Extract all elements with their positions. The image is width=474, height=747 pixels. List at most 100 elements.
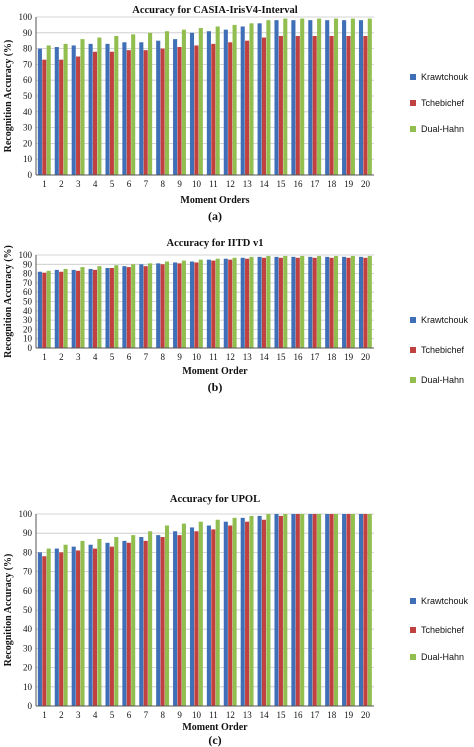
panel-a-bar-dual-hahn-7 — [148, 32, 153, 175]
panel-c-bar-dual-hahn-18 — [333, 514, 339, 706]
panel-b-x-tick-label: 15 — [277, 352, 287, 362]
panel-c-bar-tchebichef-12 — [228, 525, 233, 706]
panel-c-bar-tchebichef-1 — [42, 556, 47, 706]
panel-a-bar-krawtchouk-16 — [291, 20, 296, 175]
panel-b-bar-tchebichef-6 — [126, 267, 131, 348]
panel-b-bar-tchebichef-1 — [42, 272, 47, 348]
panel-b-bar-tchebichef-14 — [261, 257, 267, 348]
panel-a-bar-dual-hahn-12 — [232, 24, 237, 176]
panel-b-bar-tchebichef-7 — [143, 266, 148, 348]
panel-a-legend-swatch-tchebichef — [410, 100, 416, 106]
panel-c-bar-dual-hahn-16 — [300, 514, 305, 706]
panel-b-x-tick-label: 1 — [42, 352, 47, 362]
panel-b-chart: Accuracy for IITD v101020304050607080901… — [3, 238, 469, 394]
panel-a-bar-dual-hahn-15 — [283, 18, 288, 175]
panel-c-bar-krawtchouk-8 — [156, 535, 161, 706]
panel-a-x-tick-label: 6 — [127, 179, 132, 189]
panel-a-x-tick-label: 13 — [243, 179, 253, 189]
panel-a-x-tick-label: 2 — [59, 179, 64, 189]
panel-c-y-tick-label: 90 — [23, 528, 33, 538]
panel-b-y-tick-label: 100 — [19, 250, 33, 260]
panel-c-bar-krawtchouk-6 — [122, 540, 127, 706]
panel-c-bar-krawtchouk-17 — [308, 514, 313, 706]
panel-a-bar-tchebichef-10 — [194, 45, 199, 175]
panel-a-y-tick-label: 60 — [23, 75, 33, 85]
panel-b-x-tick-label: 12 — [226, 352, 235, 362]
panel-c-x-tick-label: 5 — [110, 710, 115, 720]
panel-c-bar-dual-hahn-8 — [164, 525, 170, 706]
panel-b-title: Accuracy for IITD v1 — [167, 238, 264, 249]
panel-a-y-tick-label: 0 — [28, 170, 33, 180]
panel-a-bar-tchebichef-17 — [312, 35, 317, 176]
panel-b-bar-krawtchouk-9 — [173, 262, 178, 348]
panel-c-x-tick-label: 19 — [344, 710, 354, 720]
panel-a-legend: Krawtchouk Tchebichef Dual-Hahn — [410, 72, 469, 134]
panel-b-x-tick-label: 19 — [344, 352, 354, 362]
panel-b-bar-krawtchouk-13 — [240, 257, 245, 348]
panel-a-bar-tchebichef-12 — [228, 42, 233, 175]
panel-c-bar-tchebichef-8 — [160, 537, 165, 706]
panel-c-bar-tchebichef-7 — [143, 540, 148, 706]
panel-c-bar-dual-hahn-15 — [283, 514, 288, 706]
panel-c-bar-dual-hahn-14 — [266, 514, 271, 706]
panel-a-y-axis-title: Recognition Accuracy (%) — [3, 40, 14, 153]
panel-b-bar-tchebichef-4 — [92, 269, 98, 348]
panel-b-bar-tchebichef-11 — [211, 260, 216, 348]
panel-b-bar-krawtchouk-8 — [156, 263, 161, 348]
panel-c-bar-dual-hahn-9 — [181, 523, 186, 706]
panel-c-legend-swatch-tchebichef — [410, 627, 416, 633]
panel-c-bar-krawtchouk-1 — [37, 552, 42, 706]
panel-a-y-tick-label: 40 — [23, 107, 33, 117]
panel-a-x-tick-label: 4 — [93, 179, 98, 189]
panel-c-bar-krawtchouk-18 — [325, 514, 330, 706]
panel-a-bar-tchebichef-8 — [160, 48, 165, 175]
panel-b-bar-krawtchouk-19 — [342, 256, 347, 348]
panel-c-y-tick-label: 20 — [23, 663, 33, 673]
panel-b-x-tick-label: 20 — [361, 352, 371, 362]
panel-c-bar-krawtchouk-20 — [358, 514, 364, 706]
panel-b-bar-krawtchouk-1 — [37, 271, 42, 348]
panel-c-legend: Krawtchouk Tchebichef Dual-Hahn — [410, 596, 469, 662]
panel-a-bar-krawtchouk-17 — [308, 20, 313, 175]
panel-c-x-tick-label: 17 — [310, 710, 320, 720]
panel-a-x-tick-label: 15 — [277, 179, 287, 189]
panel-b-bar-krawtchouk-4 — [88, 268, 93, 348]
panel-c-bar-dual-hahn-13 — [249, 515, 254, 706]
panel-b-x-tick-label: 18 — [327, 352, 337, 362]
panel-a-legend-swatch-dual-hahn — [410, 126, 416, 132]
panel-b-x-axis-title: Moment Order — [182, 366, 248, 377]
panel-c-bar-tchebichef-6 — [126, 542, 131, 706]
panel-c-legend-label-krawtchouk: Krawtchouk — [421, 596, 469, 606]
panel-b-bar-dual-hahn-16 — [300, 255, 305, 348]
panel-c-bar-dual-hahn-3 — [80, 540, 85, 706]
panel-b-y-tick-label: 10 — [23, 334, 33, 344]
panel-c-x-tick-label: 9 — [177, 710, 182, 720]
panel-c-y-tick-label: 70 — [23, 567, 33, 577]
panel-c-legend-label-tchebichef: Tchebichef — [421, 625, 465, 635]
panel-a-x-tick-label: 10 — [192, 179, 202, 189]
panel-c-x-tick-label: 6 — [127, 710, 132, 720]
panel-c-legend-swatch-dual-hahn — [410, 654, 416, 660]
panel-b-bar-dual-hahn-3 — [80, 267, 85, 348]
panel-b-bar-dual-hahn-12 — [232, 257, 237, 348]
panel-a-y-tick-label: 20 — [23, 138, 33, 148]
panel-c-y-axis-title: Recognition Accuracy (%) — [3, 554, 14, 667]
panel-a-bar-dual-hahn-6 — [131, 34, 136, 175]
panel-c-bar-tchebichef-3 — [76, 550, 81, 706]
panel-b-bar-krawtchouk-10 — [189, 261, 195, 348]
panel-a-legend-label-tchebichef: Tchebichef — [421, 98, 465, 108]
panel-b-bar-krawtchouk-17 — [308, 256, 313, 348]
panel-a-bar-krawtchouk-9 — [173, 39, 178, 176]
panel-a-bar-tchebichef-13 — [245, 40, 250, 176]
panel-c-bar-krawtchouk-10 — [189, 527, 195, 706]
panel-c-bar-tchebichef-15 — [278, 515, 283, 706]
panel-a-x-tick-label: 12 — [226, 179, 235, 189]
panel-b-bar-krawtchouk-18 — [325, 256, 330, 348]
panel-c-bar-dual-hahn-7 — [148, 531, 153, 706]
panel-a-bar-dual-hahn-16 — [300, 18, 305, 175]
panel-b-bar-krawtchouk-14 — [257, 256, 262, 348]
panel-b-y-tick-label: 0 — [28, 343, 33, 353]
panel-b-legend-swatch-krawtchouk — [410, 317, 416, 323]
panel-c-bar-tchebichef-14 — [261, 519, 267, 706]
